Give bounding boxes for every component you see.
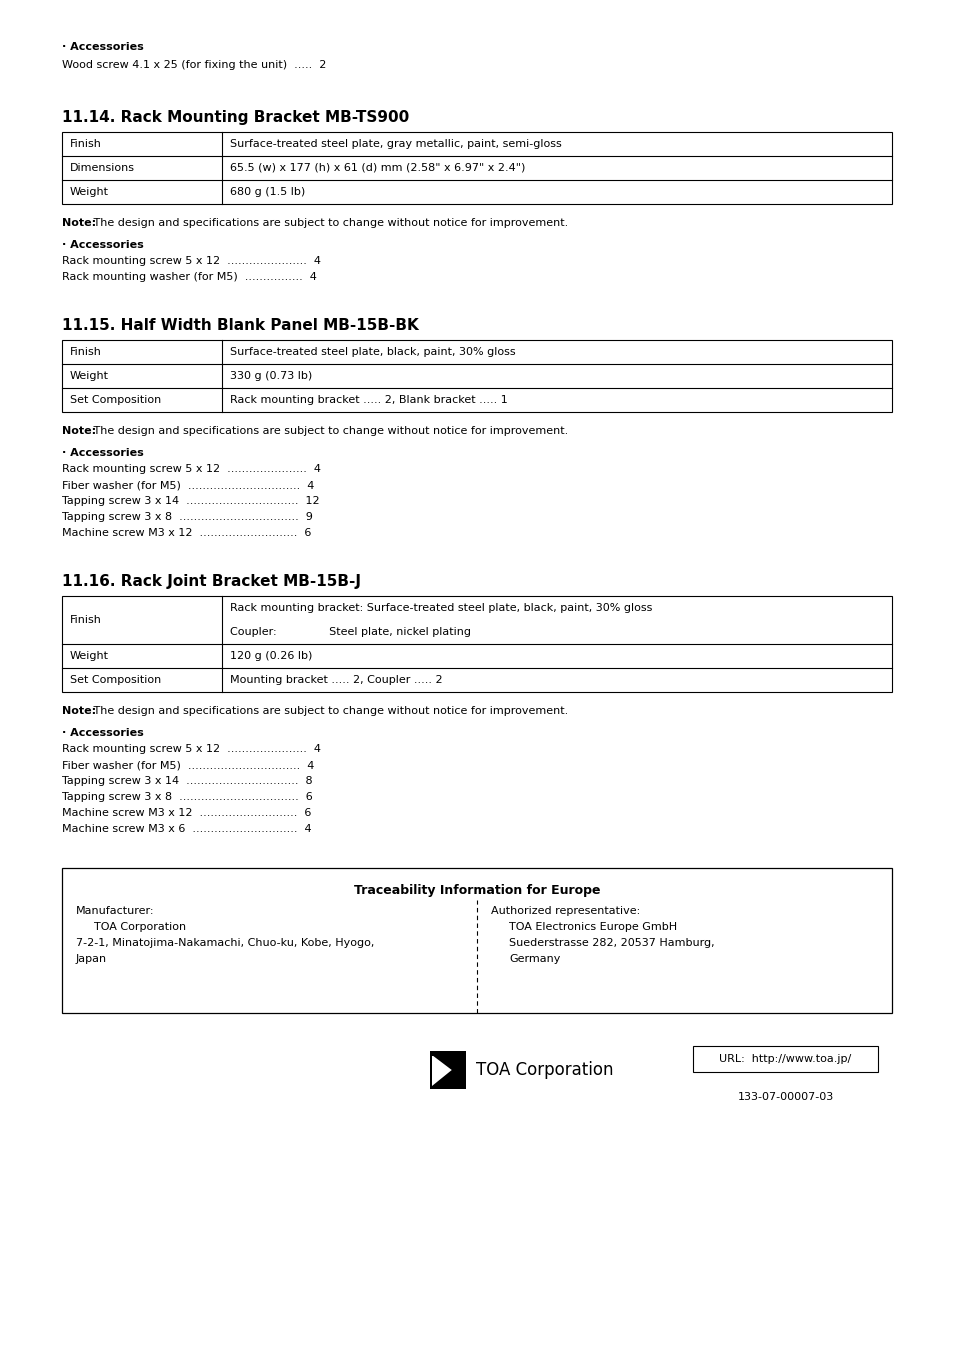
Text: Surface-treated steel plate, black, paint, 30% gloss: Surface-treated steel plate, black, pain…: [230, 347, 515, 356]
Text: 11.15. Half Width Blank Panel MB-15B-BK: 11.15. Half Width Blank Panel MB-15B-BK: [62, 319, 418, 333]
Text: Dimensions: Dimensions: [70, 163, 135, 173]
Text: Finish: Finish: [70, 347, 102, 356]
Text: Manufacturer:: Manufacturer:: [76, 906, 154, 917]
Text: Finish: Finish: [70, 139, 102, 148]
Text: Rack mounting bracket: Surface-treated steel plate, black, paint, 30% gloss: Rack mounting bracket: Surface-treated s…: [230, 603, 652, 613]
Text: Fiber washer (for M5)  ...............................  4: Fiber washer (for M5) ..................…: [62, 481, 314, 490]
Text: The design and specifications are subject to change without notice for improveme: The design and specifications are subjec…: [90, 427, 568, 436]
Text: Weight: Weight: [70, 371, 109, 381]
Text: · Accessories: · Accessories: [62, 728, 144, 738]
Text: Traceability Information for Europe: Traceability Information for Europe: [354, 884, 599, 896]
Text: 7-2-1, Minatojima-Nakamachi, Chuo-ku, Kobe, Hyogo,: 7-2-1, Minatojima-Nakamachi, Chuo-ku, Ko…: [76, 938, 374, 948]
Bar: [430, 1052, 465, 1056]
Text: 120 g (0.26 lb): 120 g (0.26 lb): [230, 651, 312, 661]
Text: Rack mounting screw 5 x 12  ......................  4: Rack mounting screw 5 x 12 .............…: [62, 464, 320, 474]
Text: The design and specifications are subject to change without notice for improveme: The design and specifications are subjec…: [90, 706, 568, 716]
Text: Rack mounting washer (for M5)  ................  4: Rack mounting washer (for M5) ..........…: [62, 271, 316, 282]
Text: TOA Electronics Europe GmbH: TOA Electronics Europe GmbH: [509, 922, 677, 931]
Text: · Accessories: · Accessories: [62, 240, 144, 250]
Text: Set Composition: Set Composition: [70, 396, 161, 405]
Text: Wood screw 4.1 x 25 (for fixing the unit)  .....  2: Wood screw 4.1 x 25 (for fixing the unit…: [62, 59, 326, 70]
Text: Surface-treated steel plate, gray metallic, paint, semi-gloss: Surface-treated steel plate, gray metall…: [230, 139, 561, 148]
Text: 11.16. Rack Joint Bracket MB-15B-J: 11.16. Rack Joint Bracket MB-15B-J: [62, 574, 360, 589]
Text: URL:  http://www.toa.jp/: URL: http://www.toa.jp/: [719, 1054, 851, 1064]
Text: Finish: Finish: [70, 616, 102, 625]
Text: Tapping screw 3 x 14  ...............................  8: Tapping screw 3 x 14 ...................…: [62, 776, 313, 786]
Text: Machine screw M3 x 12  ...........................  6: Machine screw M3 x 12 ..................…: [62, 528, 311, 539]
Text: Germany: Germany: [509, 954, 559, 964]
Text: Japan: Japan: [76, 954, 107, 964]
Text: Rack mounting screw 5 x 12  ......................  4: Rack mounting screw 5 x 12 .............…: [62, 256, 320, 266]
Bar: [62, 868, 891, 1012]
Text: TOA Corporation: TOA Corporation: [94, 922, 186, 931]
Text: 133-07-00007-03: 133-07-00007-03: [737, 1092, 833, 1102]
Text: · Accessories: · Accessories: [62, 448, 144, 458]
Text: Authorized representative:: Authorized representative:: [491, 906, 639, 917]
Text: Tapping screw 3 x 14  ...............................  12: Tapping screw 3 x 14 ...................…: [62, 495, 319, 506]
Polygon shape: [432, 1054, 452, 1085]
Text: TOA Corporation: TOA Corporation: [476, 1061, 613, 1079]
Text: Note:: Note:: [62, 427, 96, 436]
Text: 330 g (0.73 lb): 330 g (0.73 lb): [230, 371, 312, 381]
Text: Weight: Weight: [70, 651, 109, 661]
Text: The design and specifications are subject to change without notice for improveme: The design and specifications are subjec…: [90, 217, 568, 228]
Text: Set Composition: Set Composition: [70, 675, 161, 684]
Text: Machine screw M3 x 12  ...........................  6: Machine screw M3 x 12 ..................…: [62, 809, 311, 818]
Bar: [430, 1052, 465, 1089]
Text: Coupler:               Steel plate, nickel plating: Coupler: Steel plate, nickel plating: [230, 626, 471, 637]
Text: 11.14. Rack Mounting Bracket MB-TS900: 11.14. Rack Mounting Bracket MB-TS900: [62, 109, 409, 126]
Bar: [692, 1046, 877, 1072]
Text: Machine screw M3 x 6  .............................  4: Machine screw M3 x 6 ...................…: [62, 824, 312, 834]
Text: Rack mounting screw 5 x 12  ......................  4: Rack mounting screw 5 x 12 .............…: [62, 744, 320, 755]
Text: · Accessories: · Accessories: [62, 42, 144, 53]
Bar: [62, 340, 891, 412]
Text: Mounting bracket ..... 2, Coupler ..... 2: Mounting bracket ..... 2, Coupler ..... …: [230, 675, 442, 684]
Bar: [62, 595, 891, 693]
Text: Note:: Note:: [62, 217, 96, 228]
Bar: [62, 132, 891, 204]
Text: 65.5 (w) x 177 (h) x 61 (d) mm (2.58" x 6.97" x 2.4"): 65.5 (w) x 177 (h) x 61 (d) mm (2.58" x …: [230, 163, 525, 173]
Text: Fiber washer (for M5)  ...............................  4: Fiber washer (for M5) ..................…: [62, 760, 314, 770]
Text: Tapping screw 3 x 8  .................................  6: Tapping screw 3 x 8 ....................…: [62, 792, 313, 802]
Text: Weight: Weight: [70, 188, 109, 197]
Text: Tapping screw 3 x 8  .................................  9: Tapping screw 3 x 8 ....................…: [62, 512, 313, 522]
Text: 680 g (1.5 lb): 680 g (1.5 lb): [230, 188, 305, 197]
Text: Suederstrasse 282, 20537 Hamburg,: Suederstrasse 282, 20537 Hamburg,: [509, 938, 714, 948]
Text: Note:: Note:: [62, 706, 96, 716]
Text: Rack mounting bracket ..... 2, Blank bracket ..... 1: Rack mounting bracket ..... 2, Blank bra…: [230, 396, 507, 405]
